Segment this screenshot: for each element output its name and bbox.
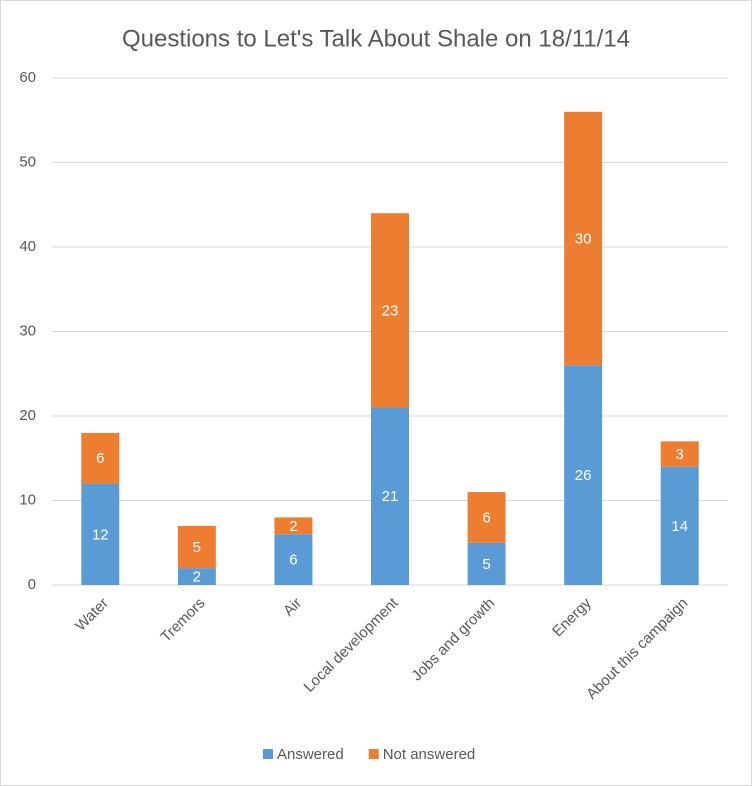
data-label: 6 [289,552,297,569]
data-label: 6 [96,450,104,467]
bar-segment [564,111,603,366]
y-tick-label: 40 [19,238,36,255]
legend-swatch [368,749,379,759]
data-label: 6 [482,509,490,526]
bar-segment [371,407,409,585]
data-label: 21 [382,488,399,505]
bar-segment [81,483,120,585]
data-label: 2 [193,569,201,586]
y-tick-label: 60 [19,69,36,86]
bar-segment [274,534,313,585]
y-tick-label: 30 [19,322,36,339]
bar-segment [660,466,699,585]
data-label: 5 [482,556,490,573]
y-tick-label: 50 [19,153,36,170]
y-tick-label: 0 [28,576,36,593]
data-label: 30 [575,231,592,248]
bar-segment [371,213,409,408]
bar-segment [274,517,313,535]
chart-title: Questions to Let's Talk About Shale on 1… [122,25,630,52]
data-label: 2 [289,518,297,535]
data-label: 12 [92,526,109,543]
legend-label: Not answered [383,746,476,763]
bar-segment [660,441,699,467]
data-label: 23 [382,302,399,319]
data-label: 26 [575,467,592,484]
data-label: 14 [671,518,688,535]
data-label: 5 [193,539,201,556]
y-tick-label: 10 [19,491,36,508]
data-label: 3 [676,446,684,463]
legend-label: Answered [277,746,344,763]
legend-swatch [263,749,273,759]
bar-segment [177,525,216,569]
bar-segment [467,542,506,585]
bar-segment [177,568,216,585]
bar-segment [467,492,506,543]
y-tick-label: 20 [19,407,36,424]
bar-segment [564,365,603,585]
bar-segment [81,432,120,484]
